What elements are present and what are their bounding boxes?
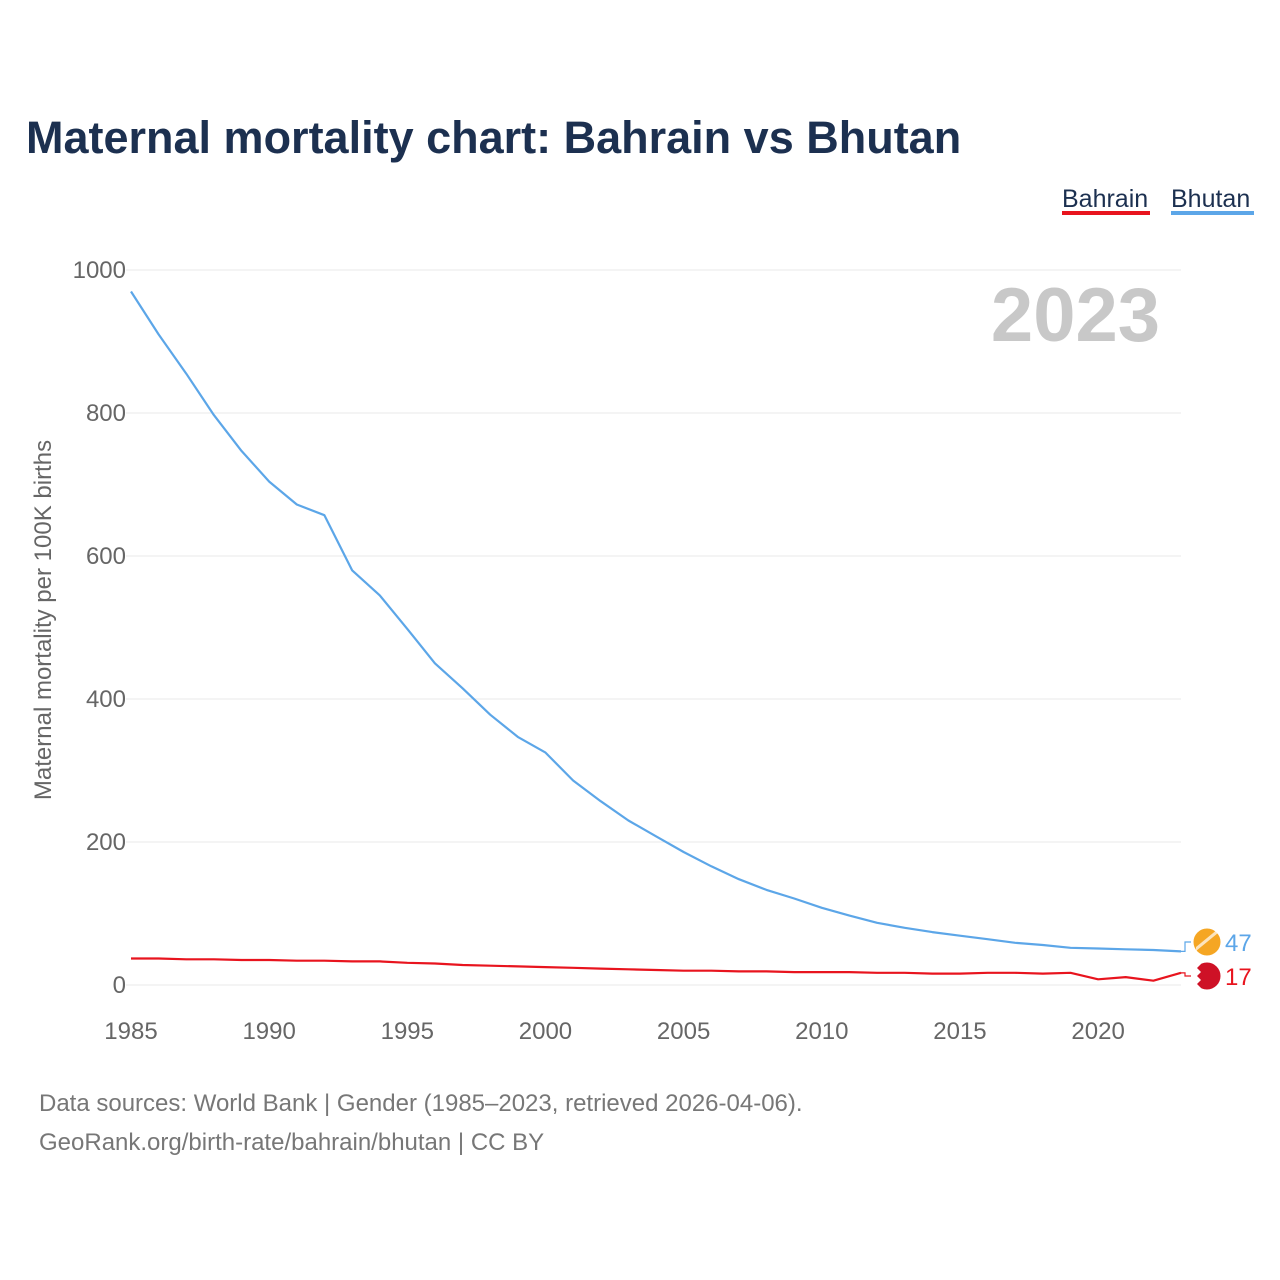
x-tick-label-1985: 1985 xyxy=(104,1018,157,1045)
source-line-1: Data sources: World Bank | Gender (1985–… xyxy=(39,1090,803,1117)
end-value-label-bahrain: 17 xyxy=(1225,964,1252,991)
x-tick-label-1995: 1995 xyxy=(381,1018,434,1045)
grid-lines xyxy=(126,269,1181,986)
legend-swatch-bhutan xyxy=(1171,211,1254,215)
x-tick-label-1990: 1990 xyxy=(242,1018,295,1045)
series-line-bhutan[interactable] xyxy=(130,290,1182,953)
end-value-label-bhutan: 47 xyxy=(1225,930,1252,957)
y-tick-label-200: 200 xyxy=(86,829,126,856)
x-tick-label-2010: 2010 xyxy=(795,1018,848,1045)
legend-item-bhutan[interactable]: Bhutan xyxy=(1171,185,1250,213)
y-tick-label-0: 0 xyxy=(113,972,126,999)
y-tick-label-1000: 1000 xyxy=(73,257,126,284)
y-tick-label-800: 800 xyxy=(86,400,126,427)
chart-title: Maternal mortality chart: Bahrain vs Bhu… xyxy=(26,112,961,163)
series-line-bahrain[interactable] xyxy=(131,957,1182,982)
legend-item-bahrain[interactable]: Bahrain xyxy=(1062,185,1148,213)
series-lines xyxy=(130,290,1182,982)
x-tick-label-2020: 2020 xyxy=(1071,1018,1124,1045)
end-connector-bhutan xyxy=(1181,941,1191,952)
y-axis-ticks: 0 200 400 600 800 1000 xyxy=(73,257,126,999)
x-tick-label-2000: 2000 xyxy=(519,1018,572,1045)
y-axis-label: Maternal mortality per 100K births xyxy=(30,440,57,800)
y-tick-label-600: 600 xyxy=(86,543,126,570)
x-tick-label-2005: 2005 xyxy=(657,1018,710,1045)
x-axis-ticks: 1985 1990 1995 2000 2005 2010 2015 2020 xyxy=(104,1018,1124,1045)
year-watermark: 2023 xyxy=(991,273,1160,358)
end-connector-bahrain xyxy=(1181,972,1191,977)
legend: Bahrain Bhutan xyxy=(1062,185,1254,215)
source-notes: Data sources: World Bank | Gender (1985–… xyxy=(39,1090,803,1156)
flag-dragon-bhutan xyxy=(1196,929,1218,951)
legend-swatch-bahrain xyxy=(1062,211,1150,215)
source-line-2[interactable]: GeoRank.org/birth-rate/bahrain/bhutan | … xyxy=(39,1129,544,1156)
flag-stripe-bahrain xyxy=(1193,964,1201,988)
y-tick-label-400: 400 xyxy=(86,686,126,713)
x-tick-label-2015: 2015 xyxy=(933,1018,986,1045)
